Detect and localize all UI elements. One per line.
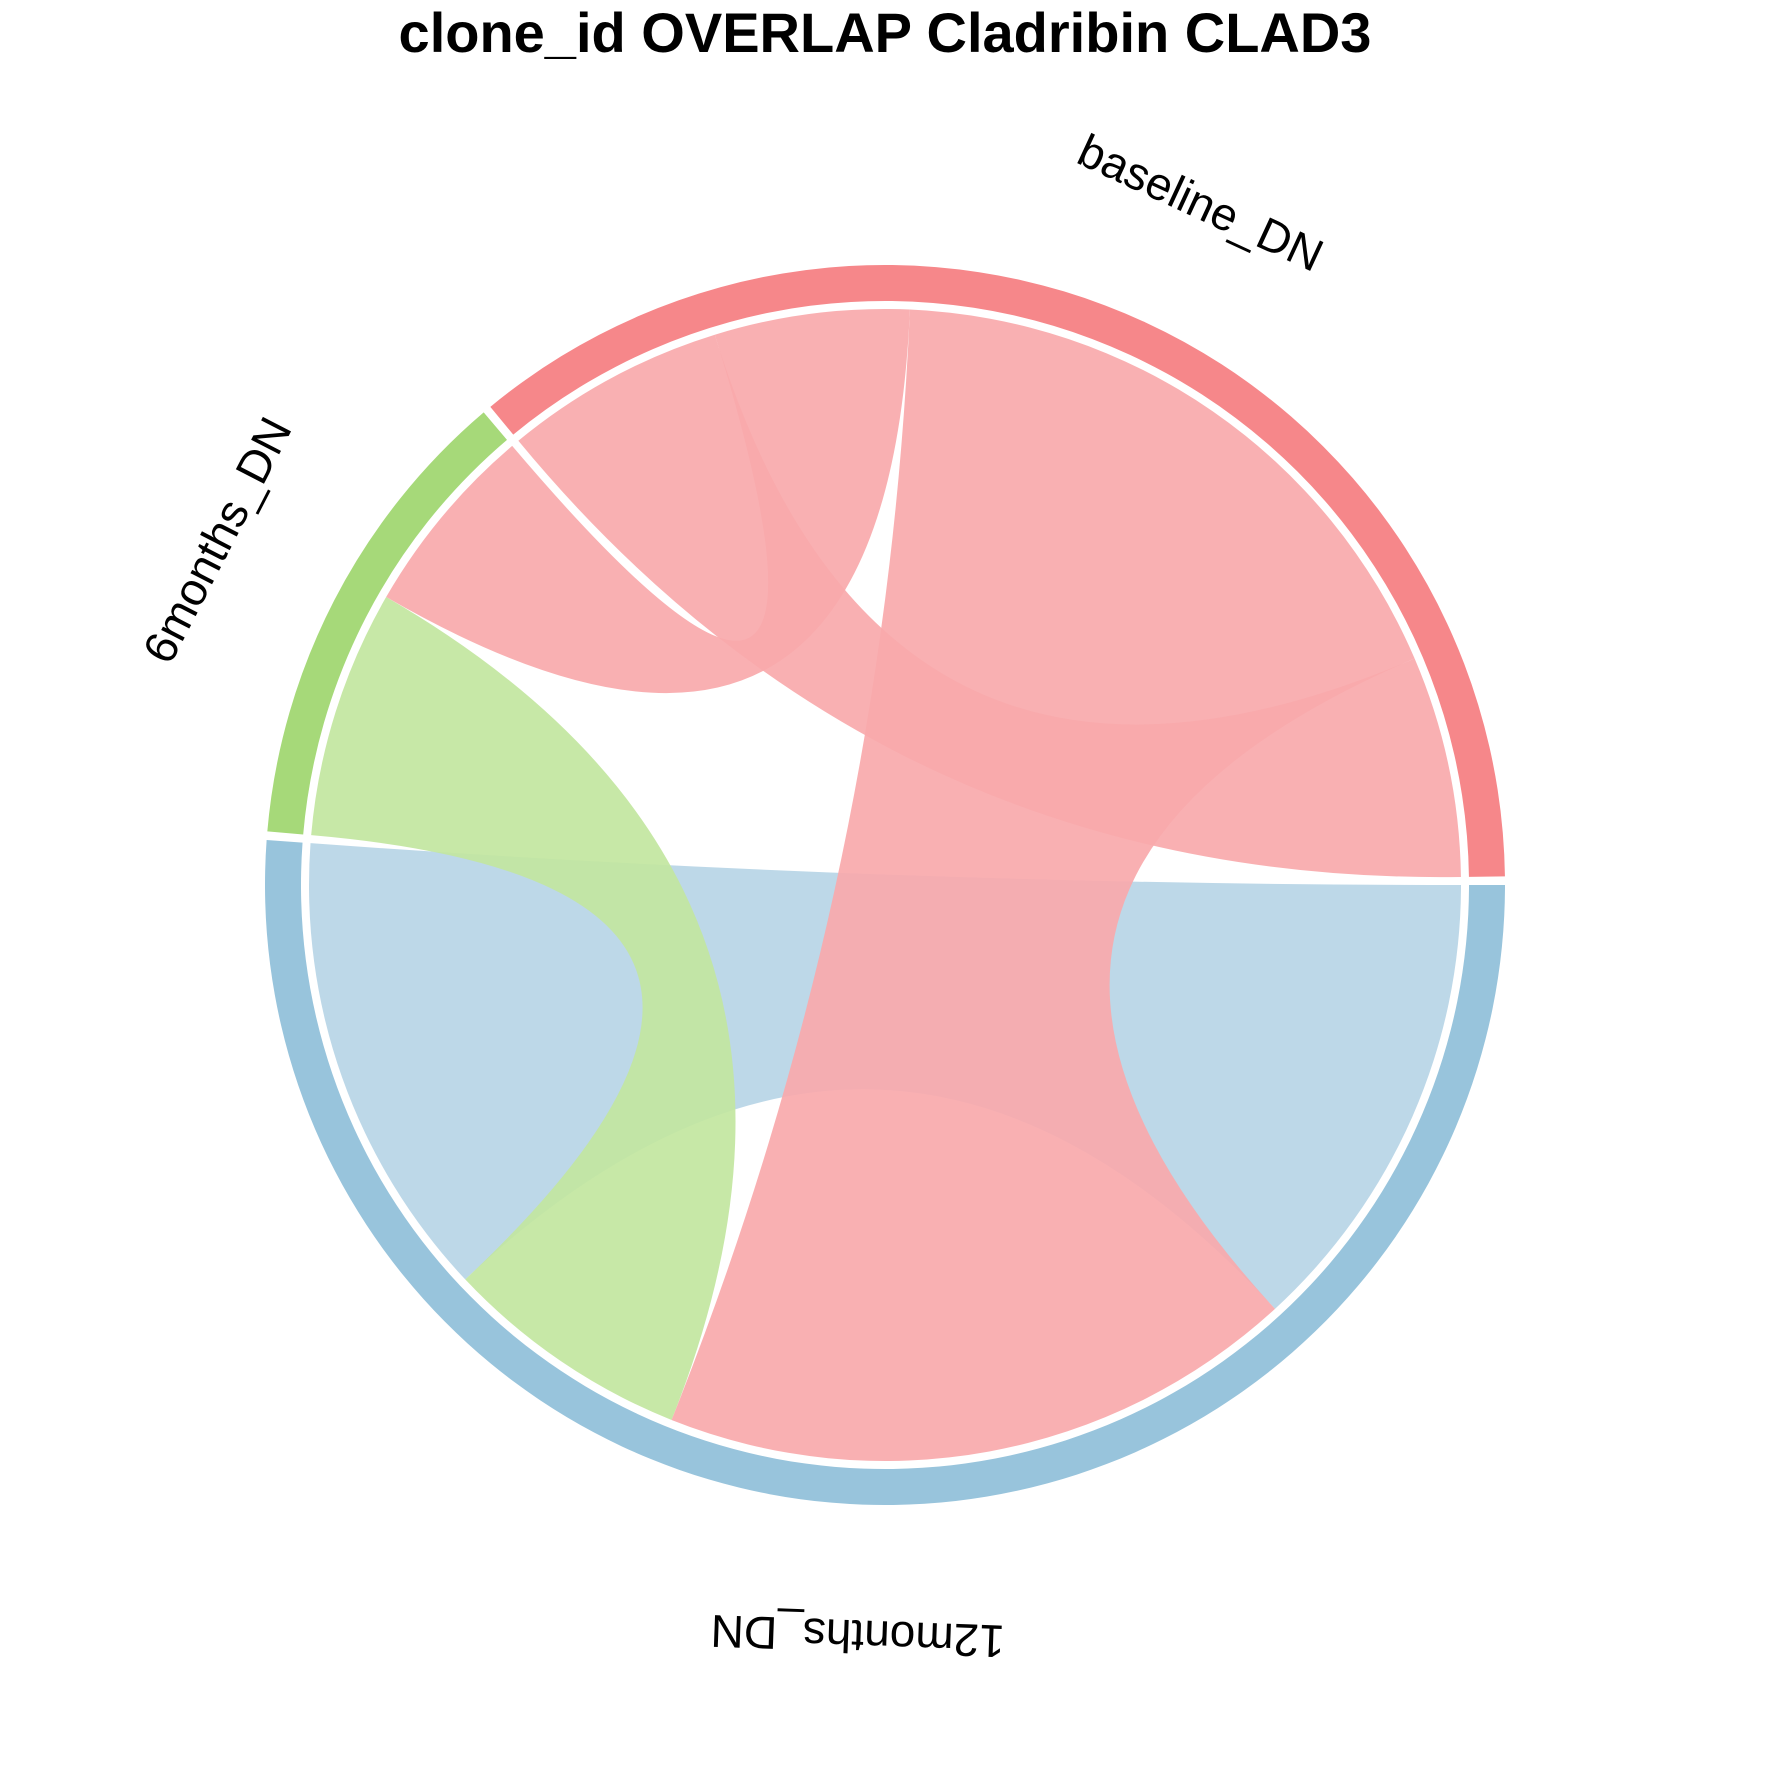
- sector-label-12months_DN: 12months_DN: [710, 1605, 1006, 1668]
- sector-arc-baseline_DN: [490, 264, 1505, 877]
- ribbon-12months_DN-to-6months_DN: [311, 597, 736, 1420]
- sector-label-baseline_DN: baseline_DN: [1070, 124, 1331, 282]
- sector-group: [264, 264, 1505, 1505]
- chart-title: clone_id OVERLAP Cladribin CLAD3: [399, 1, 1372, 64]
- ribbon-12months_DN-to-baseline_DN: [671, 309, 1415, 1462]
- ribbon-baseline_DN-to-baseline_DN: [518, 334, 1461, 878]
- ribbon-group: [308, 309, 1461, 1462]
- sector-label-6months_DN: 6months_DN: [132, 409, 301, 671]
- sector-arc-6months_DN: [267, 412, 507, 835]
